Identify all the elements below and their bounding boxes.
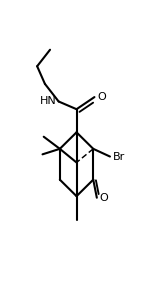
Text: HN: HN (40, 96, 57, 106)
Text: Br: Br (113, 152, 125, 162)
Text: O: O (97, 92, 106, 102)
Text: O: O (100, 193, 109, 203)
